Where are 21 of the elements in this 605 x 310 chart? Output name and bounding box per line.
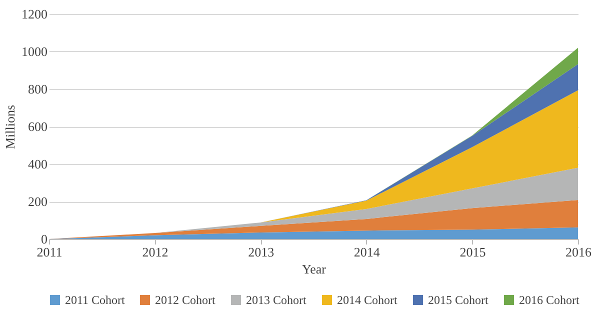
y-tick-label: 200 <box>28 194 48 209</box>
x-tick-label: 2012 <box>142 244 168 260</box>
x-tick-label: 2014 <box>354 244 380 260</box>
legend-label: 2012 Cohort <box>155 293 216 307</box>
x-tick-label: 2013 <box>248 244 274 260</box>
legend-label: 2014 Cohort <box>337 293 398 307</box>
y-tick-label: 1000 <box>22 44 48 59</box>
x-tick-label: 2011 <box>36 244 62 260</box>
x-tick-label: 2015 <box>460 244 486 260</box>
y-tick-label: 800 <box>28 82 48 96</box>
x-axis-title: Year <box>302 262 327 276</box>
legend-label: 2015 Cohort <box>428 293 489 307</box>
y-tick-label: 1200 <box>22 6 48 22</box>
y-tick-label: 0 <box>41 232 48 246</box>
y-tick-label: 400 <box>28 156 48 172</box>
legend-label: 2016 Cohort <box>519 293 580 307</box>
legend-label: 2013 Cohort <box>246 293 307 307</box>
y-axis-title: Millions <box>2 104 18 150</box>
legend-label: 2011 Cohort <box>65 293 126 307</box>
y-tick-label: 600 <box>28 119 48 134</box>
x-tick-label: 2016 <box>566 244 592 260</box>
